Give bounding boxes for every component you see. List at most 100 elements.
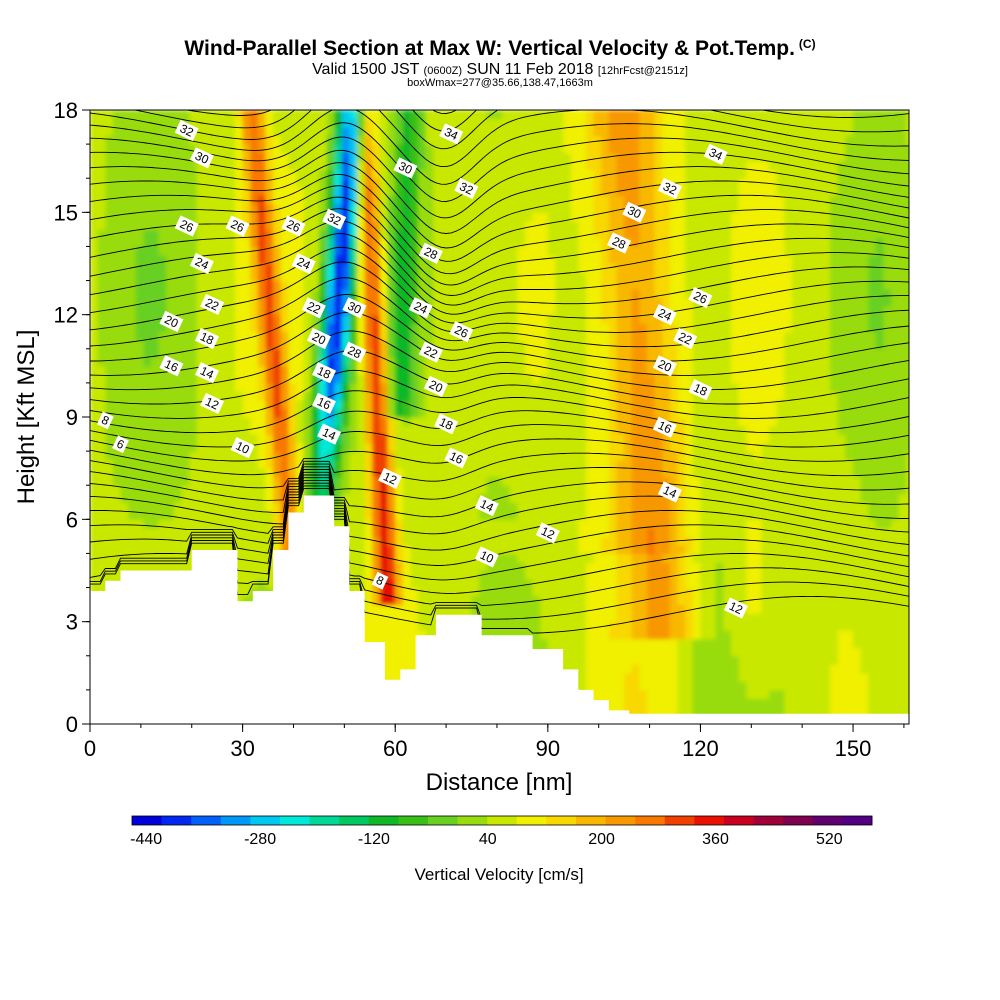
velocity-cell	[578, 391, 587, 401]
velocity-cell	[173, 331, 183, 341]
velocity-cell	[517, 493, 526, 503]
velocity-cell	[296, 152, 305, 162]
velocity-cell	[357, 272, 366, 282]
velocity-cell	[227, 502, 236, 512]
velocity-cell	[166, 110, 175, 120]
velocity-cell	[585, 561, 595, 572]
velocity-cell	[486, 127, 496, 137]
velocity-cell	[387, 229, 396, 239]
velocity-cell	[441, 587, 450, 597]
velocity-cell	[524, 553, 534, 563]
velocity-cell	[105, 331, 114, 341]
velocity-cell	[120, 212, 129, 222]
velocity-cell	[402, 280, 412, 290]
velocity-cell	[585, 263, 595, 273]
velocity-cell	[303, 348, 312, 358]
velocity-cell	[395, 527, 404, 537]
velocity-cell	[143, 203, 152, 213]
velocity-cell	[540, 579, 549, 589]
velocity-cell	[227, 169, 236, 179]
velocity-cell	[555, 229, 564, 239]
velocity-cell	[379, 348, 389, 358]
velocity-cell	[471, 135, 480, 145]
velocity-cell	[463, 280, 473, 290]
velocity-cell	[135, 144, 145, 154]
velocity-cell	[204, 110, 213, 120]
velocity-cell	[463, 161, 473, 171]
velocity-cell	[524, 604, 534, 614]
velocity-cell	[151, 195, 160, 205]
velocity-cell	[288, 254, 297, 265]
velocity-cell	[471, 587, 480, 597]
velocity-cell	[517, 357, 526, 367]
velocity-cell	[326, 314, 335, 324]
velocity-cell	[448, 391, 457, 401]
velocity-cell	[570, 297, 579, 307]
velocity-cell	[158, 135, 167, 145]
velocity-cell	[486, 613, 496, 623]
velocity-cell	[585, 544, 595, 555]
velocity-cell	[524, 357, 534, 367]
velocity-cell	[143, 272, 152, 282]
velocity-cell	[570, 630, 579, 640]
velocity-cell	[303, 476, 312, 486]
velocity-cell	[341, 161, 351, 171]
velocity-cell	[425, 178, 434, 188]
velocity-cell	[547, 297, 557, 307]
velocity-cell	[105, 502, 114, 512]
velocity-cell	[524, 570, 534, 580]
velocity-cell	[143, 493, 152, 503]
velocity-cell	[448, 297, 457, 307]
velocity-cell	[250, 212, 259, 222]
velocity-cell	[563, 382, 572, 393]
velocity-cell	[387, 527, 396, 537]
velocity-cell	[402, 647, 412, 657]
velocity-cell	[410, 195, 419, 205]
velocity-cell	[227, 544, 236, 555]
velocity-cell	[524, 485, 534, 495]
velocity-cell	[379, 357, 389, 367]
velocity-cell	[296, 135, 305, 145]
velocity-cell	[379, 331, 389, 341]
velocity-cell	[585, 272, 595, 282]
velocity-cell	[364, 374, 373, 384]
velocity-cell	[105, 365, 114, 375]
velocity-cell	[257, 254, 267, 265]
velocity-cell	[402, 254, 412, 265]
velocity-cell	[395, 459, 404, 469]
velocity-cell	[234, 340, 244, 350]
velocity-cell	[479, 399, 488, 410]
velocity-cell	[448, 118, 457, 128]
velocity-cell	[555, 561, 564, 572]
velocity-cell	[608, 519, 618, 529]
velocity-cell	[204, 135, 213, 145]
velocity-cell	[502, 630, 511, 640]
velocity-cell	[540, 297, 549, 307]
velocity-cell	[173, 237, 183, 248]
velocity-cell	[296, 169, 305, 179]
velocity-cell	[379, 417, 389, 427]
velocity-cell	[402, 144, 412, 154]
velocity-cell	[372, 399, 381, 410]
velocity-cell	[189, 331, 198, 341]
velocity-cell	[128, 323, 137, 333]
velocity-cell	[128, 110, 137, 120]
velocity-cell	[494, 246, 503, 256]
velocity-cell	[608, 553, 618, 563]
velocity-cell	[448, 374, 457, 384]
velocity-cell	[234, 408, 244, 418]
velocity-cell	[227, 417, 236, 427]
velocity-cell	[105, 161, 114, 171]
velocity-cell	[364, 408, 373, 418]
velocity-cell	[547, 553, 557, 563]
velocity-cell	[418, 579, 427, 589]
velocity-cell	[555, 417, 564, 427]
velocity-cell	[128, 203, 137, 213]
velocity-cell	[296, 382, 305, 393]
velocity-cell	[105, 246, 114, 256]
velocity-cell	[105, 314, 114, 324]
velocity-cell	[189, 297, 198, 307]
velocity-cell	[570, 655, 579, 665]
velocity-cell	[379, 459, 389, 469]
velocity-cell	[532, 161, 541, 171]
